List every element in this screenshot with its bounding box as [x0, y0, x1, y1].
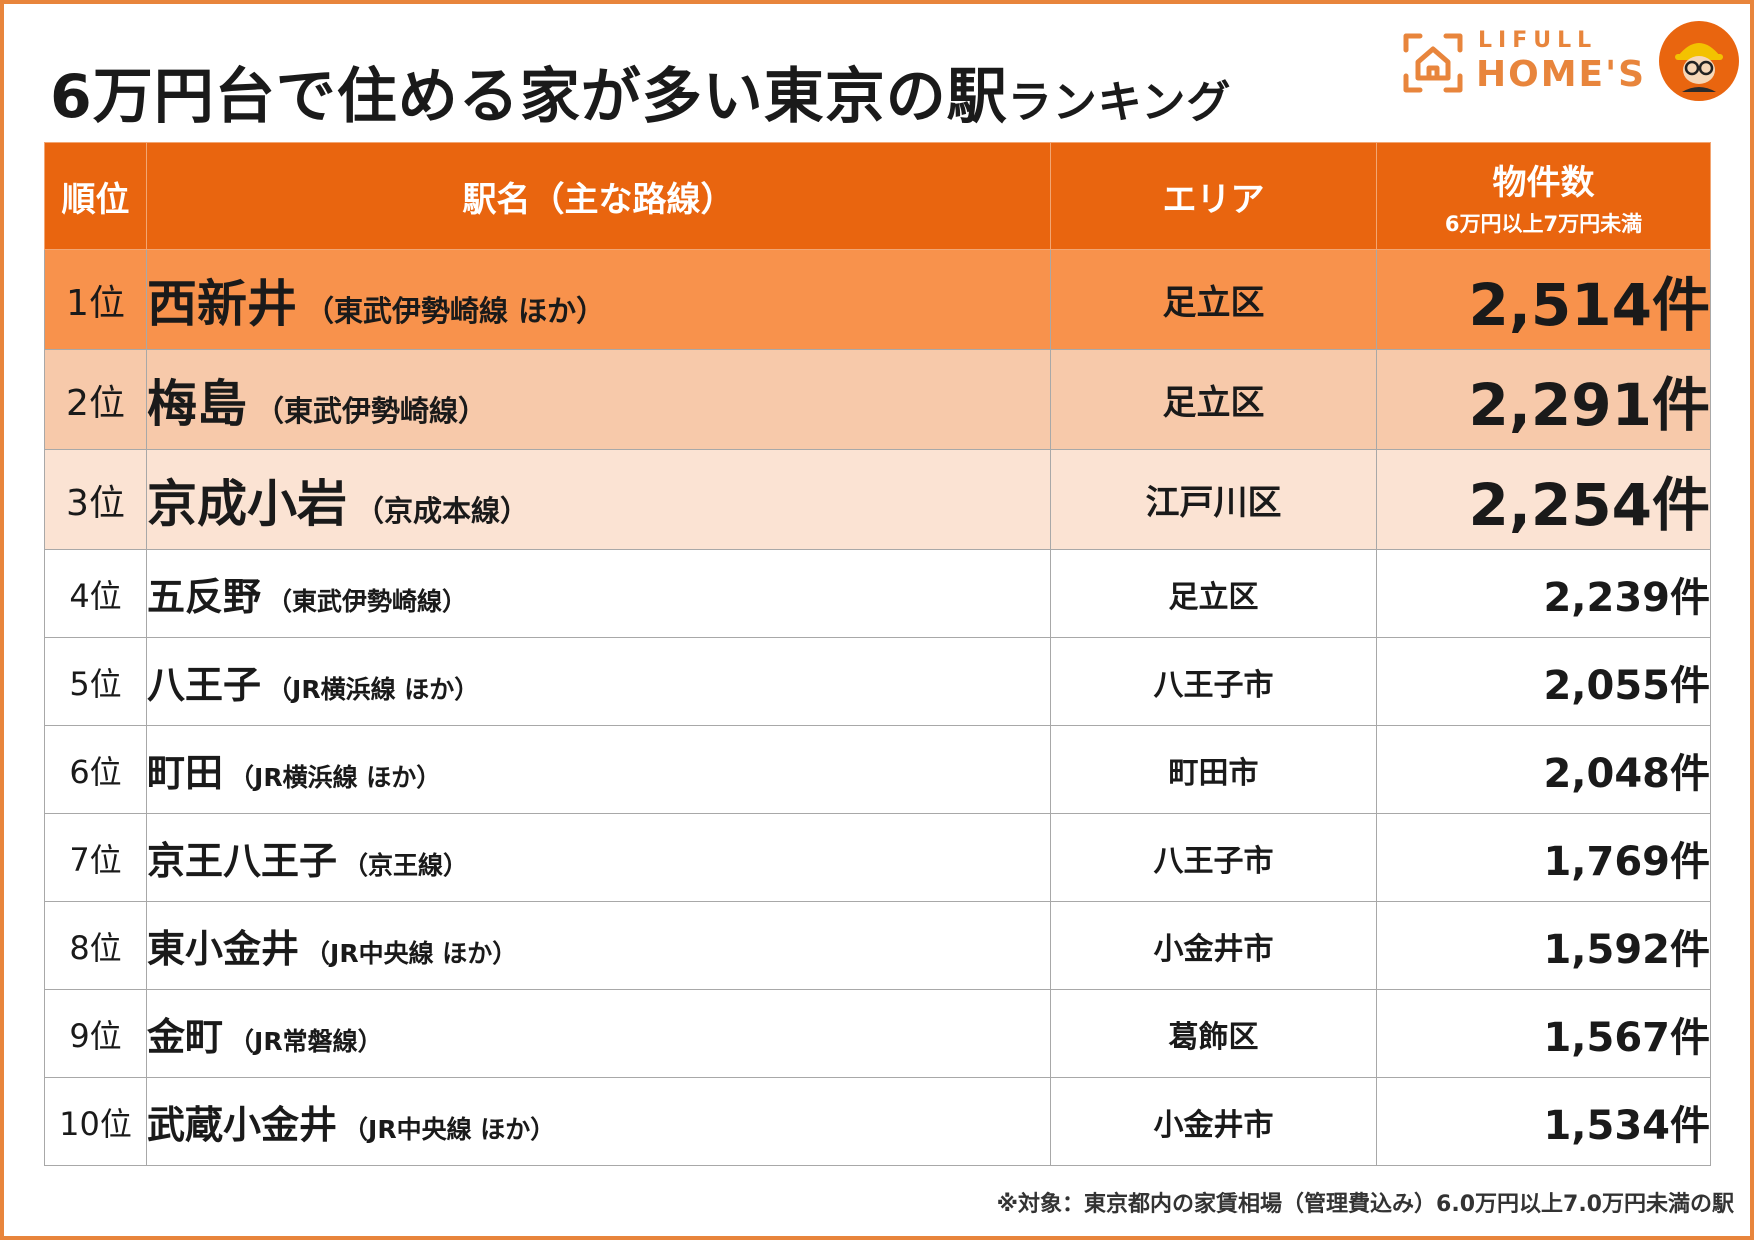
station-cell: 西新井 （東武伊勢崎線 ほか） — [146, 249, 1051, 350]
count-cell: 1,534件 — [1376, 1077, 1711, 1166]
footnote: ※対象：東京都内の家賃相場（管理費込み）6.0万円以上7.0万円未満の駅 — [996, 1192, 1734, 1217]
station-line: （京王線） — [343, 851, 469, 880]
area-cell: 足立区 — [1050, 549, 1377, 638]
page-title: 6万円台で住める家が多い東京の駅ランキング — [50, 48, 1231, 135]
rank-cell: 4位 — [44, 549, 147, 638]
area-cell: 葛飾区 — [1050, 989, 1377, 1078]
area-cell: 八王子市 — [1050, 813, 1377, 902]
station-name: 八王子 — [147, 663, 262, 707]
station-cell: 町田 （JR横浜線 ほか） — [146, 725, 1051, 814]
header-count-sub: 6万円以上7万円未満 — [1444, 211, 1643, 236]
station-line: （JR中央線 ほか） — [343, 1115, 556, 1144]
title-main: 6万円台で住める家が多い東京の駅 — [50, 62, 1008, 132]
station-cell: 京成小岩 （京成本線） — [146, 449, 1051, 550]
rank-cell: 1位 — [44, 249, 147, 350]
count-cell: 2,048件 — [1376, 725, 1711, 814]
station-line: （JR横浜線 ほか） — [229, 763, 442, 792]
header-rank: 順位 — [44, 142, 147, 250]
station-line: （東武伊勢崎線） — [267, 587, 468, 616]
rank-cell: 8位 — [44, 901, 147, 990]
rank-cell: 3位 — [44, 449, 147, 550]
header-count-label: 物件数 — [1492, 162, 1595, 203]
table-row: 9位 金町 （JR常磐線） 葛飾区 1,567件 — [44, 989, 1711, 1078]
count-cell: 2,055件 — [1376, 637, 1711, 726]
table-row: 8位 東小金井 （JR中央線 ほか） 小金井市 1,592件 — [44, 901, 1711, 990]
station-cell: 八王子 （JR横浜線 ほか） — [146, 637, 1051, 726]
area-cell: 小金井市 — [1050, 901, 1377, 990]
count-cell: 1,567件 — [1376, 989, 1711, 1078]
station-name: 金町 — [147, 1015, 224, 1059]
area-cell: 足立区 — [1050, 349, 1377, 450]
header-station: 駅名（主な路線） — [146, 142, 1051, 250]
area-cell: 足立区 — [1050, 249, 1377, 350]
station-name: 西新井 — [147, 274, 297, 333]
rank-cell: 6位 — [44, 725, 147, 814]
ranking-table: 順位 駅名（主な路線） エリア 物件数 6万円以上7万円未満 1位 西新井 （東武伊勢… — [44, 142, 1711, 1166]
rank-cell: 9位 — [44, 989, 147, 1078]
table-row: 4位 五反野 （東武伊勢崎線） 足立区 2,239件 — [44, 549, 1711, 638]
rank-cell: 7位 — [44, 813, 147, 902]
station-name: 武蔵小金井 — [147, 1103, 338, 1147]
station-name: 京成小岩 — [147, 474, 347, 533]
table-row: 3位 京成小岩 （京成本線） 江戸川区 2,254件 — [44, 449, 1711, 550]
mascot-icon — [1659, 21, 1739, 101]
count-cell: 1,769件 — [1376, 813, 1711, 902]
station-cell: 武蔵小金井 （JR中央線 ほか） — [146, 1077, 1051, 1166]
rank-cell: 10位 — [44, 1077, 147, 1166]
station-cell: 東小金井 （JR中央線 ほか） — [146, 901, 1051, 990]
rank-cell: 2位 — [44, 349, 147, 450]
title-suffix: ランキング — [1007, 77, 1232, 128]
count-cell: 1,592件 — [1376, 901, 1711, 990]
station-line: （東武伊勢崎線 ほか） — [305, 293, 606, 328]
station-name: 五反野 — [147, 575, 262, 619]
table-row: 2位 梅島 （東武伊勢崎線） 足立区 2,291件 — [44, 349, 1711, 450]
station-line: （JR中央線 ほか） — [305, 939, 518, 968]
brand-logo: LIFULL HOME'S — [1400, 21, 1740, 104]
rank-cell: 5位 — [44, 637, 147, 726]
count-cell: 2,514件 — [1376, 249, 1711, 350]
table-row: 1位 西新井 （東武伊勢崎線 ほか） 足立区 2,514件 — [44, 249, 1711, 350]
table-row: 5位 八王子 （JR横浜線 ほか） 八王子市 2,055件 — [44, 637, 1711, 726]
table-row: 7位 京王八王子 （京王線） 八王子市 1,769件 — [44, 813, 1711, 902]
area-cell: 町田市 — [1050, 725, 1377, 814]
station-line: （京成本線） — [355, 493, 530, 528]
table-row: 10位 武蔵小金井 （JR中央線 ほか） 小金井市 1,534件 — [44, 1077, 1711, 1166]
table-body: 1位 西新井 （東武伊勢崎線 ほか） 足立区 2,514件 2位 梅島 （東武伊勢崎線） 足立区… — [44, 249, 1711, 1166]
area-cell: 八王子市 — [1050, 637, 1377, 726]
house-frame-icon — [1403, 33, 1463, 93]
station-cell: 梅島 （東武伊勢崎線） — [146, 349, 1051, 450]
table-header-row: 順位 駅名（主な路線） エリア 物件数 6万円以上7万円未満 — [44, 142, 1711, 250]
area-cell: 江戸川区 — [1050, 449, 1377, 550]
count-cell: 2,254件 — [1376, 449, 1711, 550]
station-line: （JR常磐線） — [229, 1027, 383, 1056]
station-cell: 京王八王子 （京王線） — [146, 813, 1051, 902]
station-cell: 五反野 （東武伊勢崎線） — [146, 549, 1051, 638]
station-name: 京王八王子 — [147, 839, 338, 883]
count-cell: 2,291件 — [1376, 349, 1711, 450]
station-name: 東小金井 — [147, 927, 300, 971]
header-count: 物件数 6万円以上7万円未満 — [1376, 142, 1711, 250]
area-cell: 小金井市 — [1050, 1077, 1377, 1166]
station-line: （東武伊勢崎線） — [255, 393, 488, 428]
station-cell: 金町 （JR常磐線） — [146, 989, 1051, 1078]
station-name: 梅島 — [147, 374, 247, 433]
logo-homes: HOME'S — [1476, 54, 1647, 95]
station-line: （JR横浜線 ほか） — [267, 675, 480, 704]
logo-lifull: LIFULL — [1478, 28, 1598, 53]
header-area: エリア — [1050, 142, 1377, 250]
station-name: 町田 — [147, 751, 224, 795]
count-cell: 2,239件 — [1376, 549, 1711, 638]
table-row: 6位 町田 （JR横浜線 ほか） 町田市 2,048件 — [44, 725, 1711, 814]
